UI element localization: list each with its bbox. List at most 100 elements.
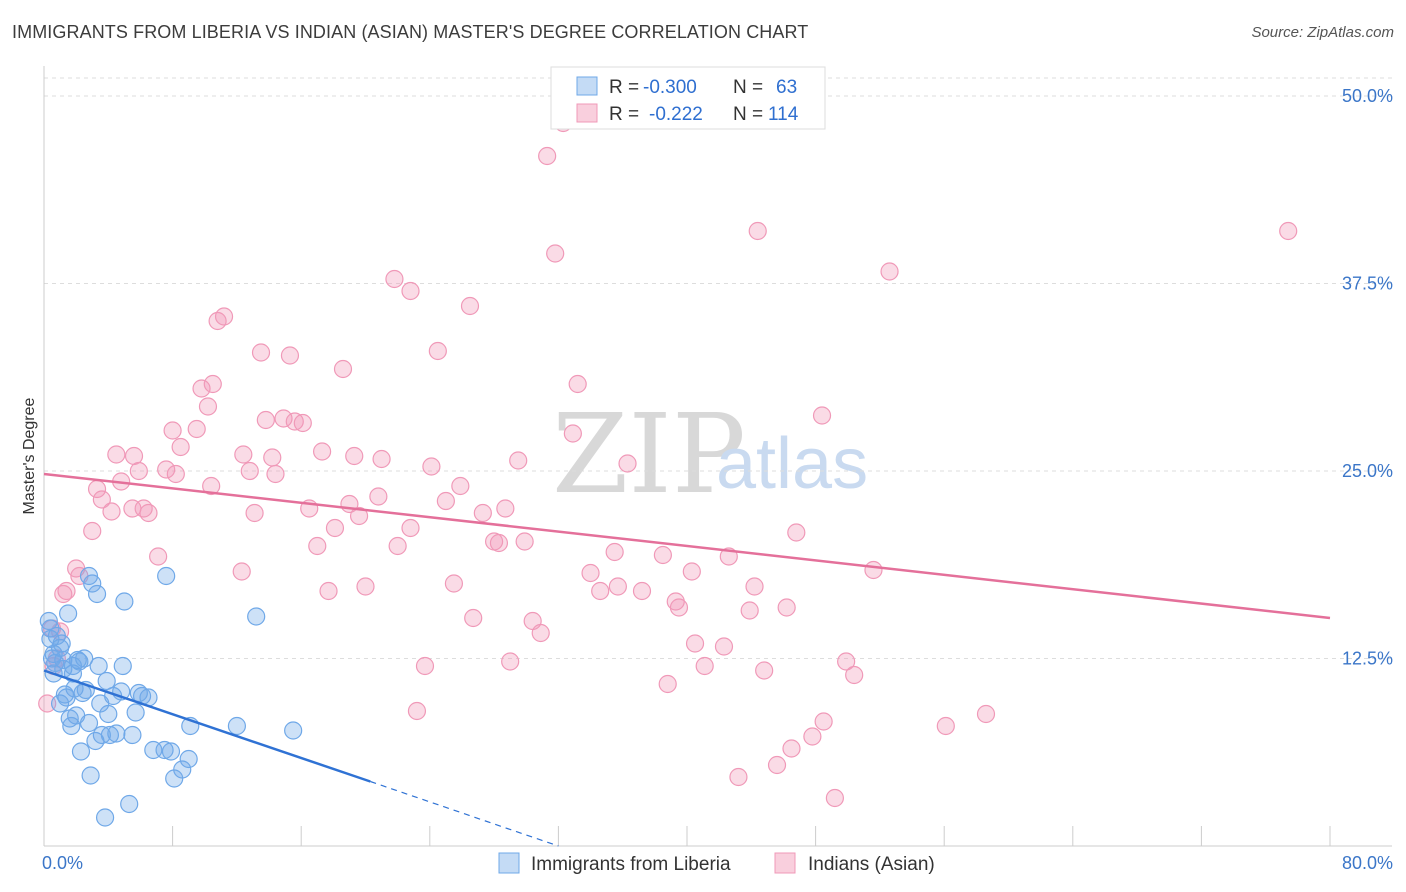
data-point-indians bbox=[444, 574, 464, 593]
data-point-indians bbox=[489, 533, 509, 553]
series-legend: Immigrants from Liberia Indians (Asian) bbox=[498, 852, 935, 875]
data-point-indians bbox=[232, 562, 251, 581]
data-point-indians bbox=[369, 487, 388, 506]
data-point-indians bbox=[293, 413, 312, 433]
data-point-liberia bbox=[173, 760, 192, 779]
y-tick-label: 37.5% bbox=[1342, 274, 1393, 294]
data-point-liberia bbox=[75, 649, 94, 668]
data-point-indians bbox=[714, 637, 734, 656]
data-point-indians bbox=[401, 518, 420, 538]
data-point-indians bbox=[531, 623, 550, 643]
data-point-indians bbox=[274, 409, 293, 428]
data-point-indians bbox=[782, 739, 801, 758]
data-point-indians bbox=[451, 476, 470, 496]
data-point-indians bbox=[38, 694, 57, 713]
series-indians-asian bbox=[38, 113, 1298, 808]
trend-line-indians bbox=[43, 472, 1331, 620]
data-point-indians bbox=[767, 755, 787, 775]
data-point-liberia bbox=[59, 604, 78, 623]
data-point-indians bbox=[139, 503, 158, 523]
data-point-indians bbox=[608, 577, 627, 596]
data-point-liberia bbox=[89, 656, 108, 676]
x-tick-label-min: 0.0% bbox=[42, 853, 83, 873]
data-point-indians bbox=[563, 424, 582, 443]
data-point-indians bbox=[568, 374, 587, 394]
data-point-liberia bbox=[113, 656, 132, 676]
legend-swatch-pink bbox=[576, 103, 598, 123]
y-axis-label: Master's Degree bbox=[21, 397, 38, 514]
legend-n-value-1: 63 bbox=[776, 77, 797, 98]
data-point-liberia bbox=[62, 716, 81, 736]
source-credit: Source: ZipAtlas.com bbox=[1251, 24, 1394, 41]
data-point-liberia bbox=[284, 721, 303, 740]
data-point-indians bbox=[976, 704, 996, 724]
legend-r-label-2: R = bbox=[609, 104, 639, 125]
data-point-liberia bbox=[107, 724, 126, 743]
data-point-indians bbox=[464, 608, 483, 628]
data-point-indians bbox=[501, 652, 520, 671]
data-point-indians bbox=[936, 716, 955, 736]
data-point-liberia bbox=[73, 683, 92, 703]
watermark-atlas: atlas bbox=[716, 424, 868, 504]
data-point-liberia bbox=[227, 716, 246, 736]
watermark-zip: ZIP bbox=[552, 390, 746, 518]
data-point-indians bbox=[618, 454, 637, 473]
data-point-liberia bbox=[39, 611, 58, 631]
data-point-liberia bbox=[81, 766, 100, 785]
data-point-indians bbox=[163, 421, 182, 440]
data-point-indians bbox=[149, 547, 168, 566]
data-point-indians bbox=[214, 307, 234, 326]
data-point-indians bbox=[356, 577, 375, 596]
bottom-legend-label-blue: Immigrants from Liberia bbox=[531, 854, 731, 875]
axes: 12.5% 25.0% 37.5% 50.0% 0.0% 80.0% bbox=[42, 66, 1393, 873]
x-tick-label-max: 80.0% bbox=[1342, 853, 1393, 873]
chart-title: IMMIGRANTS FROM LIBERIA VS INDIAN (ASIAN… bbox=[12, 22, 809, 42]
data-point-indians bbox=[814, 712, 833, 731]
data-point-indians bbox=[812, 406, 832, 425]
data-point-indians bbox=[669, 598, 689, 617]
data-point-indians bbox=[54, 584, 73, 604]
series-immigrants-liberia bbox=[39, 566, 303, 827]
data-point-indians bbox=[198, 397, 218, 416]
data-point-indians bbox=[436, 491, 455, 511]
data-point-indians bbox=[245, 503, 264, 523]
data-point-indians bbox=[740, 601, 759, 620]
data-point-indians bbox=[605, 542, 624, 562]
data-point-indians bbox=[428, 341, 447, 361]
data-point-liberia bbox=[161, 742, 181, 761]
data-point-indians bbox=[385, 269, 404, 289]
data-point-liberia bbox=[97, 671, 116, 691]
data-point-indians bbox=[658, 674, 677, 694]
data-point-indians bbox=[695, 656, 714, 676]
data-point-indians bbox=[263, 448, 282, 467]
data-point-liberia bbox=[120, 794, 139, 814]
data-point-liberia bbox=[179, 749, 198, 769]
data-point-liberia bbox=[100, 725, 120, 745]
data-point-indians bbox=[755, 661, 774, 680]
data-point-indians bbox=[745, 577, 764, 596]
data-point-liberia bbox=[123, 725, 142, 745]
data-point-indians bbox=[803, 727, 822, 746]
data-point-liberia bbox=[79, 713, 99, 733]
legend-r-value-2: -0.222 bbox=[649, 104, 703, 125]
data-point-liberia bbox=[115, 592, 134, 611]
data-point-indians bbox=[166, 464, 185, 484]
legend-r-label-1: R = bbox=[609, 77, 639, 98]
data-point-indians bbox=[880, 262, 899, 281]
data-point-indians bbox=[546, 244, 565, 263]
data-point-indians bbox=[129, 461, 148, 481]
correlation-legend: R = -0.300 N = 63 R = -0.222 N = 114 bbox=[550, 66, 826, 130]
data-point-liberia bbox=[55, 685, 74, 704]
data-point-indians bbox=[83, 521, 102, 541]
data-point-indians bbox=[1279, 221, 1298, 241]
trend-line-liberia-extension bbox=[370, 780, 559, 847]
data-point-indians bbox=[308, 536, 327, 556]
data-point-indians bbox=[192, 379, 211, 398]
data-point-liberia bbox=[83, 574, 102, 593]
data-point-indians bbox=[777, 598, 796, 617]
data-point-indians bbox=[591, 581, 610, 601]
data-point-indians bbox=[102, 502, 121, 521]
data-point-indians bbox=[509, 451, 528, 470]
y-tick-label: 50.0% bbox=[1342, 86, 1393, 106]
